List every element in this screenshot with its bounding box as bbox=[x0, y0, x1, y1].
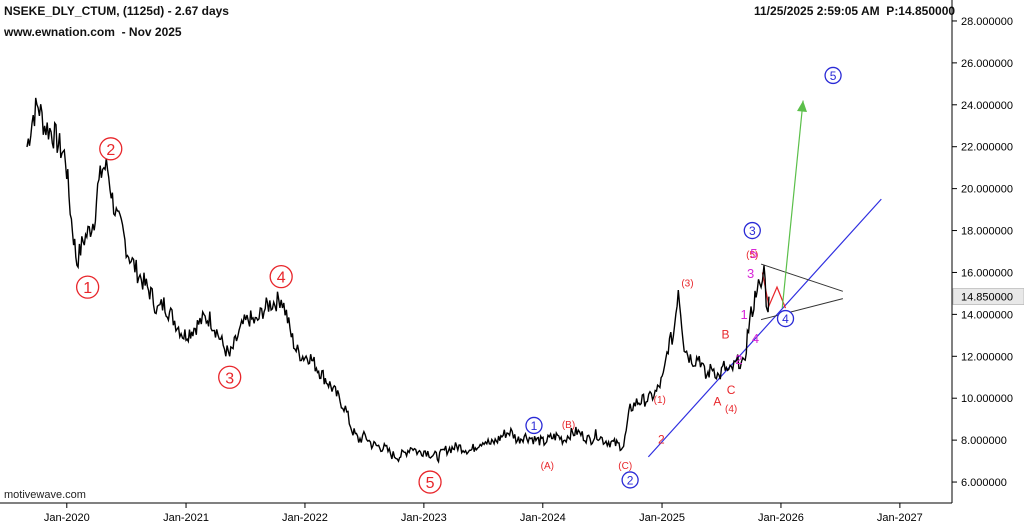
y-tick-label: 6.000000 bbox=[961, 477, 1007, 489]
y-tick-label: 18.000000 bbox=[961, 226, 1013, 238]
wave-label: 1 bbox=[531, 419, 538, 433]
target-arrow-shaft bbox=[781, 100, 804, 309]
wave-label: 3 bbox=[225, 370, 234, 387]
x-tick-label: Jan-2024 bbox=[520, 512, 566, 524]
timestamp-price-readout: 11/25/2025 2:59:05 AM P:14.850000 bbox=[754, 4, 956, 18]
x-tick-label: Jan-2020 bbox=[44, 512, 90, 524]
triangle-upper-line bbox=[760, 263, 844, 292]
wave-label: 5 bbox=[830, 69, 837, 83]
y-tick-label: 20.000000 bbox=[961, 184, 1013, 196]
y-tick-label: 22.000000 bbox=[961, 142, 1013, 154]
wave-label: 4 bbox=[752, 331, 759, 346]
target-arrow-head bbox=[797, 100, 807, 113]
wave-label: 2 bbox=[658, 432, 665, 446]
wave-label-circle bbox=[743, 221, 761, 240]
wave-label: (4) bbox=[725, 404, 737, 415]
y-tick-label: 12.000000 bbox=[961, 351, 1013, 363]
wave-label: (C) bbox=[618, 461, 632, 472]
wave-label: 1 bbox=[741, 307, 748, 322]
last-price-label: 14.850000 bbox=[961, 292, 1013, 304]
y-tick-label: 24.000000 bbox=[961, 100, 1013, 112]
y-tick-label: 8.000000 bbox=[961, 435, 1007, 447]
wave-label-circle bbox=[525, 416, 543, 435]
y-tick-label: 10.000000 bbox=[961, 393, 1013, 405]
wave-label: 2 bbox=[735, 352, 742, 367]
x-tick-label: Jan-2027 bbox=[877, 512, 923, 524]
wave-label: C bbox=[727, 383, 736, 397]
last-price-tag bbox=[952, 288, 1024, 305]
wave-label: 1 bbox=[83, 280, 92, 297]
watermark-footer: motivewave.com bbox=[4, 489, 86, 501]
y-tick-label: 16.000000 bbox=[961, 267, 1013, 279]
y-tick-label: 26.000000 bbox=[961, 58, 1013, 70]
wave-label: 2 bbox=[106, 142, 115, 159]
triangle-lower-line bbox=[760, 298, 843, 321]
wave-label: 4 bbox=[782, 312, 789, 326]
wave-label: 5 bbox=[426, 475, 435, 492]
wave-label-circle bbox=[776, 309, 795, 328]
source-subtitle: www.ewnation.com - Nov 2025 bbox=[4, 25, 182, 39]
wave-label: A bbox=[713, 395, 721, 409]
wave-label: 3 bbox=[749, 224, 756, 238]
wave-label: 2 bbox=[627, 473, 634, 487]
wave-label-circle bbox=[99, 137, 123, 161]
price-series-line bbox=[26, 97, 770, 464]
x-tick-label: Jan-2026 bbox=[758, 512, 804, 524]
y-tick-label: 28.000000 bbox=[961, 16, 1013, 28]
wave-label: 3 bbox=[747, 266, 754, 281]
wave-label: (3) bbox=[681, 278, 693, 289]
wave-label: (5) bbox=[746, 250, 758, 261]
symbol-title: NSEKE_DLY_CTUM, (1125d) - 2.67 days bbox=[4, 4, 229, 18]
x-tick-label: Jan-2021 bbox=[163, 512, 209, 524]
wave-label: (A) bbox=[541, 461, 554, 472]
wave-label: 4 bbox=[277, 270, 286, 287]
wave-label: 5 bbox=[750, 246, 757, 261]
y-tick-label: 14.000000 bbox=[961, 309, 1013, 321]
wave-label-circle bbox=[824, 66, 842, 85]
wave-label: (B) bbox=[562, 420, 575, 431]
wave-label-circle bbox=[621, 471, 639, 489]
wave-label: B bbox=[722, 327, 730, 341]
wave-label: (1) bbox=[654, 395, 666, 406]
trendline bbox=[647, 198, 882, 458]
x-tick-label: Jan-2022 bbox=[282, 512, 328, 524]
wave-label-circle bbox=[269, 264, 293, 289]
wave-label-circle bbox=[75, 275, 100, 299]
x-tick-label: Jan-2023 bbox=[401, 512, 447, 524]
wave-label-circle bbox=[218, 365, 242, 389]
wave-label-circle bbox=[418, 470, 442, 494]
x-tick-label: Jan-2025 bbox=[639, 512, 685, 524]
